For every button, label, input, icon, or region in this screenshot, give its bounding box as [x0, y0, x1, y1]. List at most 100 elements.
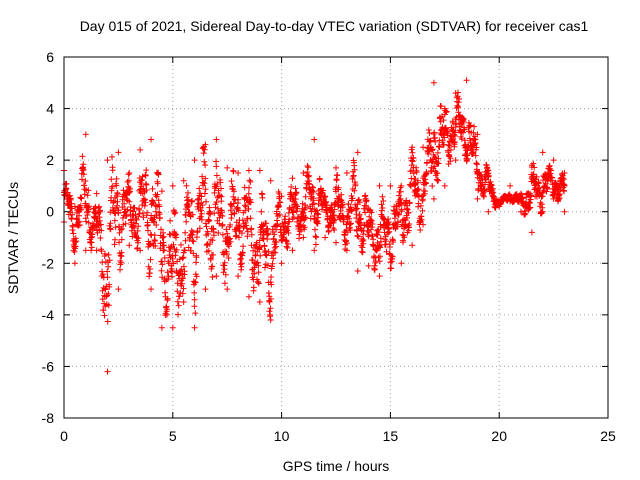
data-point: [126, 170, 133, 177]
data-point: [463, 77, 470, 84]
data-point: [409, 144, 416, 151]
data-point: [93, 190, 100, 197]
data-point: [539, 149, 546, 156]
data-point: [148, 286, 155, 293]
data-point: [278, 260, 285, 267]
data-point: [517, 190, 524, 197]
data-point: [202, 141, 209, 148]
data-point: [191, 157, 198, 164]
y-tick-label: 6: [46, 49, 54, 65]
data-point: [137, 146, 144, 153]
data-point: [430, 195, 437, 202]
x-tick-label: 5: [169, 428, 177, 444]
chart-title: Day 015 of 2021, Sidereal Day-to-day VTE…: [80, 18, 589, 34]
data-point: [82, 247, 89, 254]
data-point: [104, 157, 111, 164]
data-point: [82, 131, 89, 138]
data-point: [387, 265, 394, 272]
data-point: [496, 198, 503, 205]
data-point: [311, 247, 318, 254]
grid-lines: [64, 57, 608, 418]
data-point: [104, 368, 111, 375]
tick-labels: 0 5 10 15 20 25 -8 -6 -4 -2 0 2 4 6: [42, 49, 616, 444]
data-point: [158, 324, 165, 331]
data-point: [245, 167, 252, 174]
data-point: [452, 90, 459, 97]
data-point: [213, 273, 220, 280]
data-point: [561, 208, 568, 215]
data-point: [289, 247, 296, 254]
data-point: [115, 149, 122, 156]
data-point: [517, 208, 524, 215]
x-axis-label: GPS time / hours: [283, 458, 390, 474]
data-point: [561, 170, 568, 177]
data-point: [71, 260, 78, 267]
y-tick-label: 0: [46, 204, 54, 220]
data-point: [528, 162, 535, 169]
data-point: [354, 268, 361, 275]
data-point: [398, 182, 405, 189]
data-point: [115, 286, 122, 293]
data-point: [376, 182, 383, 189]
x-tick-label: 25: [600, 428, 616, 444]
data-point: [333, 164, 339, 171]
data-point: [474, 131, 481, 138]
data-point: [224, 164, 231, 171]
data-point: [485, 167, 492, 174]
data-point: [343, 247, 350, 254]
data-point: [333, 239, 339, 246]
y-tick-label: -6: [42, 358, 55, 374]
plot-frame: [63, 56, 609, 419]
y-tick-label: -2: [42, 255, 55, 271]
data-point: [354, 149, 361, 156]
data-point: [278, 193, 285, 200]
data-point: [93, 247, 100, 254]
data-point: [507, 198, 514, 205]
x-tick-label: 15: [383, 428, 399, 444]
x-tick-label: 20: [491, 428, 507, 444]
y-tick-label: 4: [46, 101, 54, 117]
data-point: [507, 182, 514, 189]
data-point: [550, 195, 557, 202]
data-point: [474, 195, 481, 202]
data-point: [267, 177, 274, 184]
data-point: [202, 286, 209, 293]
data-point: [300, 170, 307, 177]
data-point: [137, 247, 144, 254]
data-point: [191, 324, 198, 331]
data-point: [409, 242, 416, 249]
data-point: [224, 286, 231, 293]
data-point: [245, 293, 252, 300]
data-point: [148, 136, 155, 143]
data-point: [169, 182, 176, 189]
y-axis-label: SDTVAR / TECUs: [5, 182, 21, 294]
data-point: [398, 260, 405, 267]
data-point: [376, 273, 383, 280]
data-point: [213, 136, 220, 143]
data-point: [300, 234, 307, 241]
y-tick-label: 2: [46, 152, 54, 168]
data-point: [71, 203, 78, 210]
data-point: [256, 167, 263, 174]
data-point: [365, 262, 372, 269]
data-point: [180, 298, 187, 305]
data-point: [235, 170, 242, 177]
data-point: [235, 273, 242, 280]
data-point: [365, 206, 372, 213]
data-point: [322, 193, 329, 200]
y-tick-label: -4: [42, 307, 55, 323]
data-point: [441, 182, 448, 189]
data-point: [420, 221, 427, 228]
data-point: [158, 188, 165, 195]
data-point: [343, 170, 350, 177]
x-tick-label: 10: [274, 428, 290, 444]
data-point: [452, 157, 459, 164]
data-point: [322, 234, 329, 241]
data-point: [528, 229, 535, 236]
x-tick-label: 0: [60, 428, 68, 444]
data-point: [463, 157, 470, 164]
data-point: [496, 203, 503, 210]
data-point: [180, 177, 187, 184]
